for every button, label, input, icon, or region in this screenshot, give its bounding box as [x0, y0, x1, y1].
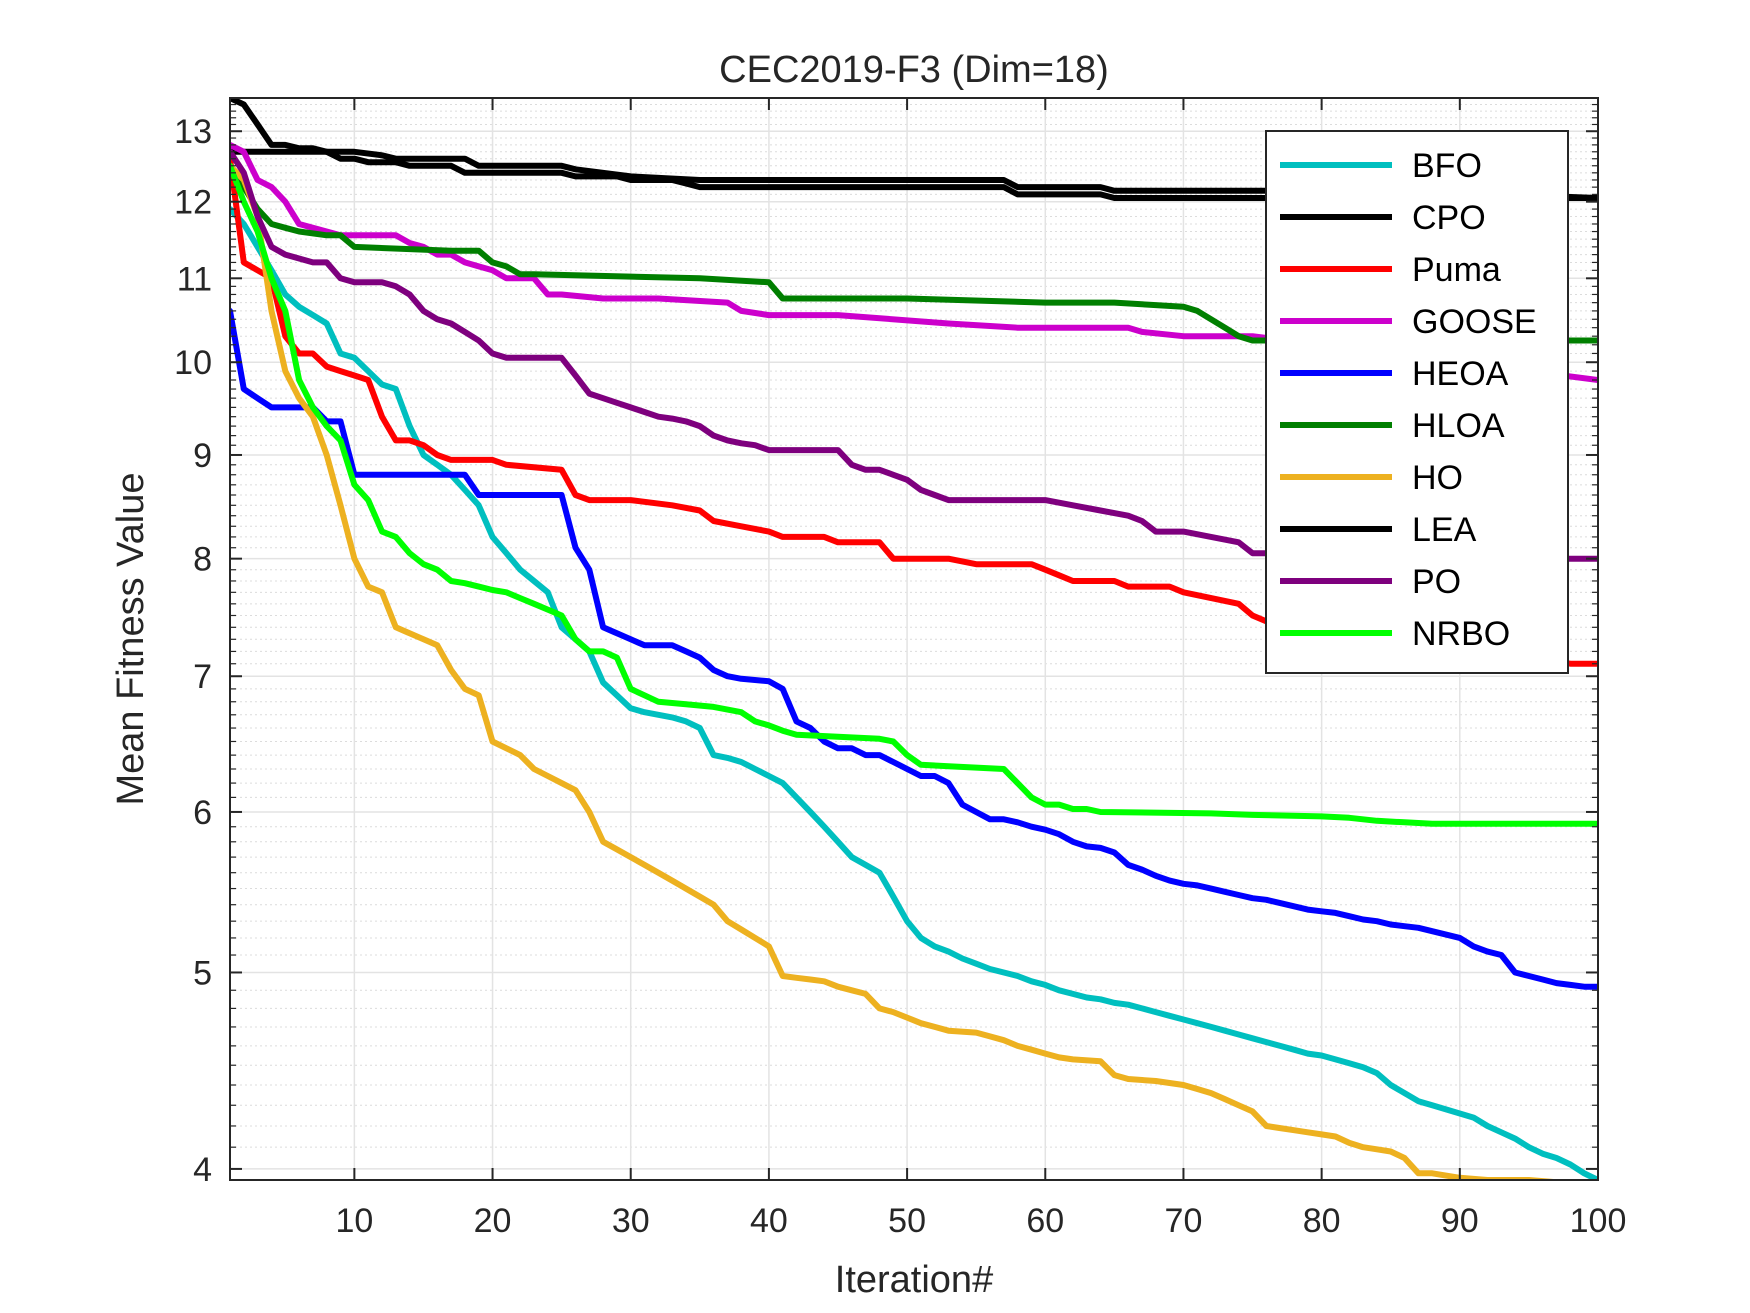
y-tick-label: 4: [193, 1151, 212, 1189]
x-tick-label: 90: [1441, 1202, 1479, 1240]
y-tick-label: 8: [193, 541, 212, 579]
y-tick-label: 6: [193, 794, 212, 832]
legend-label-nrbo: NRBO: [1412, 615, 1510, 653]
legend-label-bfo: BFO: [1412, 147, 1482, 185]
y-tick-label: 9: [193, 437, 212, 475]
legend: BFO CPO Puma GOOSE HEOA HLOA HO LEA PO NRBO: [1265, 130, 1569, 674]
x-tick-label: 50: [888, 1202, 926, 1240]
y-tick-label: 11: [177, 260, 212, 298]
series-line-lea: [230, 98, 1598, 201]
y-tick-label: 5: [193, 954, 212, 992]
series-layer: [230, 98, 1598, 1180]
series-line-po: [230, 148, 1598, 562]
chart-title: CEC2019-F3 (Dim=18): [719, 49, 1109, 91]
legend-label-hloa: HLOA: [1412, 407, 1505, 445]
series-line-ho: [230, 162, 1598, 1180]
x-tick-label: 30: [612, 1202, 650, 1240]
x-tick-label: 80: [1303, 1202, 1341, 1240]
y-tick-label: 13: [174, 113, 212, 151]
series-line-puma: [230, 155, 1598, 667]
series-line-nrbo: [230, 162, 1598, 827]
series-line-hloa: [230, 162, 1598, 344]
x-axis-label: Iteration#: [835, 1259, 993, 1301]
series-line-heoa: [230, 307, 1598, 990]
legend-label-lea: LEA: [1412, 511, 1477, 549]
x-tick-label: 100: [1570, 1202, 1627, 1240]
series-line-goose: [230, 141, 1598, 383]
legend-label-heoa: HEOA: [1412, 355, 1509, 393]
x-tick-label: 10: [335, 1202, 373, 1240]
legend-label-cpo: CPO: [1412, 199, 1486, 237]
x-tick-label: 20: [474, 1202, 512, 1240]
tick-layer: 10 20 30 40 50 60 70 80 90 100 4 5 6 7 8 9 10 11 12 13: [174, 97, 1627, 1240]
series-line-bfo: [230, 206, 1598, 1180]
y-tick-label: 12: [174, 184, 212, 222]
legend-label-po: PO: [1412, 563, 1461, 601]
x-tick-label: 40: [750, 1202, 788, 1240]
y-axis-label: Mean Fitness Value: [110, 472, 152, 805]
x-tick-label: 70: [1165, 1202, 1203, 1240]
legend-label-goose: GOOSE: [1412, 303, 1537, 341]
y-tick-label: 7: [193, 658, 212, 696]
y-tick-label: 10: [174, 344, 212, 382]
legend-label-puma: Puma: [1412, 251, 1501, 289]
legend-label-ho: HO: [1412, 459, 1463, 497]
x-tick-label: 60: [1026, 1202, 1064, 1240]
